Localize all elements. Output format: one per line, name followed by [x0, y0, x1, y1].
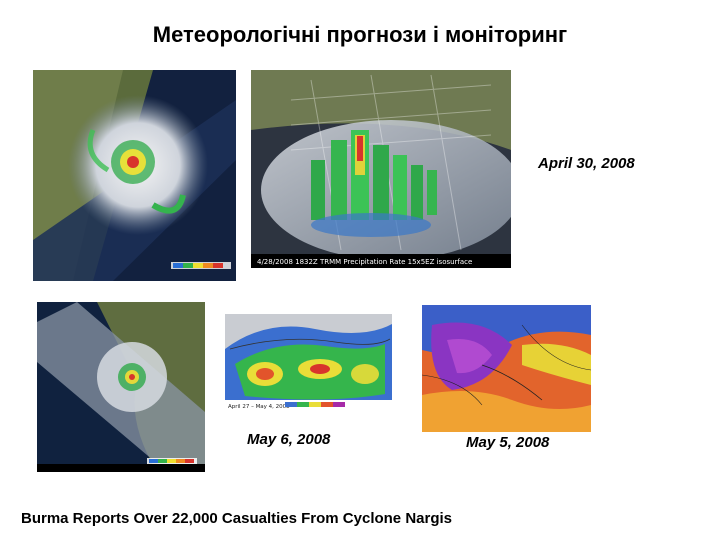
rain-map-date-range: April 27 – May 4, 2008: [228, 404, 290, 410]
slide-footer-headline: Burma Reports Over 22,000 Casualties Fro…: [21, 510, 453, 527]
satellite-swath-image: [37, 302, 205, 472]
caption-april-30: April 30, 2008: [538, 155, 635, 172]
rainfall-accumulation-map: April 27 – May 4, 2008: [225, 314, 392, 412]
trmm-3d-precipitation-image: 4/28/2008 1832Z TRMM Precipitation Rate …: [251, 70, 511, 268]
satellite-cyclone-image-1: [33, 70, 236, 281]
slide-title: Метеорологічні прогнози і моніторинг: [152, 22, 568, 47]
radar-analysis-map: [422, 305, 591, 432]
caption-may-5: May 5, 2008: [466, 434, 550, 451]
trmm-banner-text: 4/28/2008 1832Z TRMM Precipitation Rate …: [257, 258, 472, 266]
caption-may-6: May 6, 2008: [247, 431, 331, 448]
